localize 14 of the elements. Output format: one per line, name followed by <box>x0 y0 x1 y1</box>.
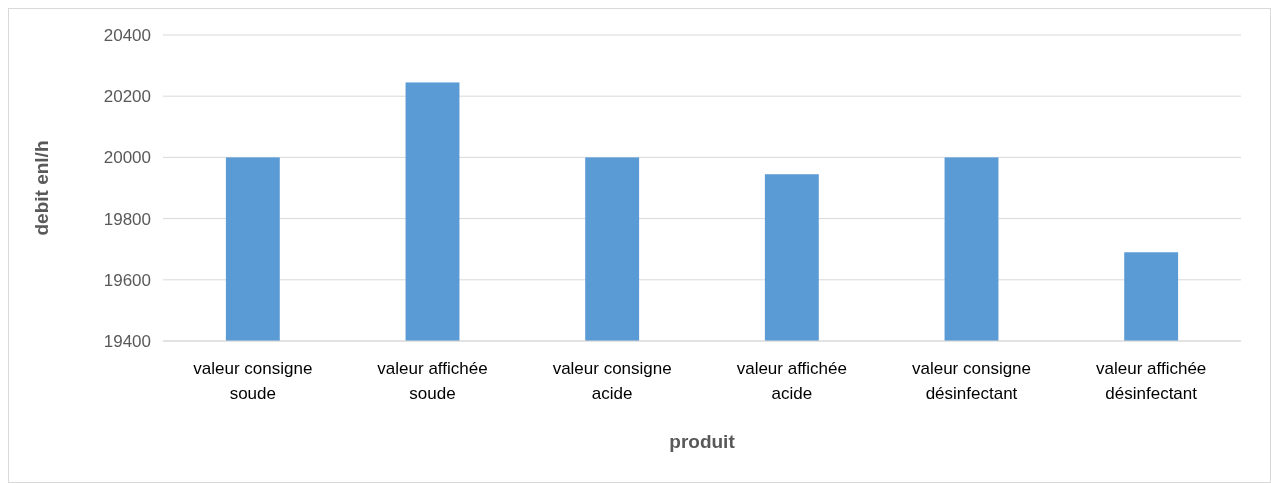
x-tick-label: valeur consigne désinfectant <box>911 359 1032 403</box>
y-tick-label: 19400 <box>103 331 151 351</box>
y-axis-title: debit enl/h <box>31 140 52 236</box>
y-tick-label: 20200 <box>103 87 151 107</box>
x-tick-label: valeur affichée acide <box>736 359 847 403</box>
x-tick-label: valeur affichée soude <box>377 359 488 403</box>
x-axis-title: produit <box>669 431 736 452</box>
y-tick-label: 19600 <box>103 270 151 290</box>
x-tick-label: valeur affichée désinfectant <box>1096 359 1207 403</box>
x-tick-label: valeur consigne soude <box>193 359 313 403</box>
y-tick-label: 20000 <box>103 148 151 168</box>
y-tick-label: 19800 <box>103 209 151 229</box>
y-tick-label: 20400 <box>103 25 151 45</box>
x-tick-label: valeur consigne acide <box>552 359 672 403</box>
